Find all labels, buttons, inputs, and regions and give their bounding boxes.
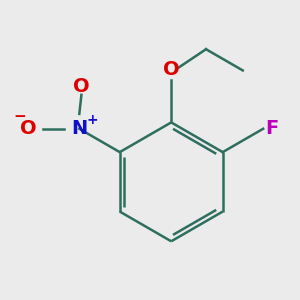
Text: F: F [265, 119, 278, 138]
Text: O: O [73, 77, 90, 96]
Text: −: − [14, 109, 26, 124]
Text: O: O [20, 119, 37, 138]
Text: +: + [86, 113, 98, 127]
Text: O: O [163, 60, 179, 79]
Text: N: N [71, 119, 87, 138]
